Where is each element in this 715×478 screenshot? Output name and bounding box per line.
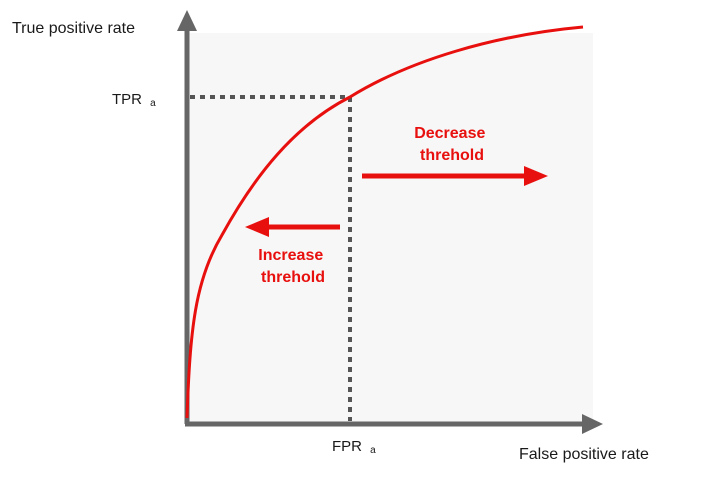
tpr-marker-subscript: a xyxy=(150,98,156,109)
arrow-right-icon xyxy=(362,166,548,186)
tpr-marker-label: TPR a xyxy=(112,91,156,109)
increase-threshold-line2: threhold xyxy=(261,269,325,286)
y-axis-title: True positive rate xyxy=(12,20,135,37)
fpr-marker-main: FPR xyxy=(332,438,362,455)
decrease-threshold-line1: Decrease xyxy=(414,125,485,142)
decrease-threshold-line2: threhold xyxy=(420,147,484,164)
arrow-left-icon xyxy=(245,217,340,237)
roc-curve xyxy=(185,25,584,419)
increase-threshold-line1: Increase xyxy=(258,247,323,264)
increase-threshold-label: Increase threhold xyxy=(258,247,327,286)
x-axis-arrowhead xyxy=(582,414,603,434)
tpr-marker-main: TPR xyxy=(112,91,142,108)
fpr-marker-subscript: a xyxy=(370,445,376,456)
fpr-marker-label: FPR a xyxy=(332,438,376,456)
y-axis-arrowhead xyxy=(177,10,197,31)
x-axis-title: False positive rate xyxy=(519,446,649,463)
decrease-threshold-label: Decrease threhold xyxy=(414,125,490,164)
